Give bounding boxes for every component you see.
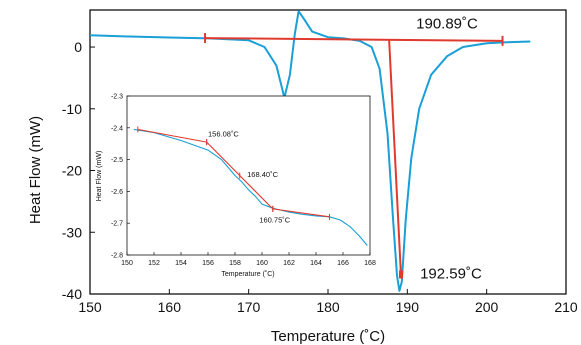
inset-annotation-label: 156.08˚C bbox=[208, 130, 239, 139]
inset-x-axis-title: Temperature (˚C) bbox=[221, 270, 274, 278]
inset-y-tick-label: -2.7 bbox=[111, 221, 123, 228]
inset-tangent-line bbox=[272, 208, 330, 218]
main-x-tick-label: 150 bbox=[78, 299, 102, 315]
inset-x-tick-label: 158 bbox=[229, 260, 241, 267]
main-heat-flow-curve bbox=[89, 10, 531, 292]
main-tangent-line bbox=[205, 37, 503, 42]
main-chart-layer: 150 160 170 180 190 200 210 0 -10 -20 -30 -40 190.89… bbox=[62, 10, 578, 315]
inset-y-tick-label: -2.4 bbox=[111, 125, 123, 132]
main-y-tick-label: -40 bbox=[62, 286, 82, 302]
inset-tangent-line bbox=[137, 128, 207, 143]
inset-plot-frame bbox=[126, 95, 371, 256]
inset-x-tick-label: 164 bbox=[310, 260, 322, 267]
main-x-axis-title: Temperature (˚C) bbox=[271, 328, 385, 345]
inset-x-tick-label: 152 bbox=[148, 260, 160, 267]
inset-x-tick-label: 160 bbox=[256, 260, 268, 267]
main-x-tick-label: 200 bbox=[475, 299, 499, 315]
inset-x-tick-label: 156 bbox=[202, 260, 214, 267]
main-x-tick-label: 170 bbox=[237, 299, 261, 315]
inset-y-tick-label: -2.6 bbox=[111, 189, 123, 196]
main-tangent-line bbox=[388, 38, 402, 276]
main-y-tick-label: -30 bbox=[62, 224, 82, 240]
inset-y-tick-label: -2.5 bbox=[111, 157, 123, 164]
inset-x-tick-label: 154 bbox=[175, 260, 187, 267]
inset-x-tick-label: 150 bbox=[121, 260, 133, 267]
inset-y-tick-label: -2.8 bbox=[111, 253, 123, 260]
main-y-axis-title: Heat Flow (mW) bbox=[27, 116, 44, 224]
main-x-tick-label: 180 bbox=[316, 299, 340, 315]
inset-x-tick-label: 162 bbox=[283, 260, 295, 267]
main-annotation-label: 190.89˚C bbox=[416, 16, 478, 33]
inset-heat-flow-curve bbox=[133, 128, 368, 246]
main-y-tick-label: -10 bbox=[62, 101, 82, 117]
inset-chart-layer: 150 152 154 156 158 160 162 164 166 168 -2.3 -2.4 -2… bbox=[111, 94, 376, 268]
main-x-tick-label: 160 bbox=[158, 299, 182, 315]
main-annotation-label: 192.59˚C bbox=[420, 266, 482, 283]
main-y-tick-label: -20 bbox=[62, 163, 82, 179]
inset-x-tick-label: 166 bbox=[337, 260, 349, 267]
main-x-tick-label: 190 bbox=[396, 299, 420, 315]
inset-annotation-label: 160.75˚C bbox=[259, 216, 290, 225]
inset-y-tick-label: -2.3 bbox=[111, 94, 123, 101]
main-y-tick-label: 0 bbox=[74, 39, 82, 55]
inset-x-tick-label: 168 bbox=[364, 260, 376, 267]
main-x-tick-label: 210 bbox=[554, 299, 578, 315]
inset-y-axis-title: Heat Flow (mW) bbox=[96, 151, 103, 202]
inset-annotation-label: 168.40˚C bbox=[247, 170, 278, 179]
main-peak-marker bbox=[398, 270, 403, 279]
